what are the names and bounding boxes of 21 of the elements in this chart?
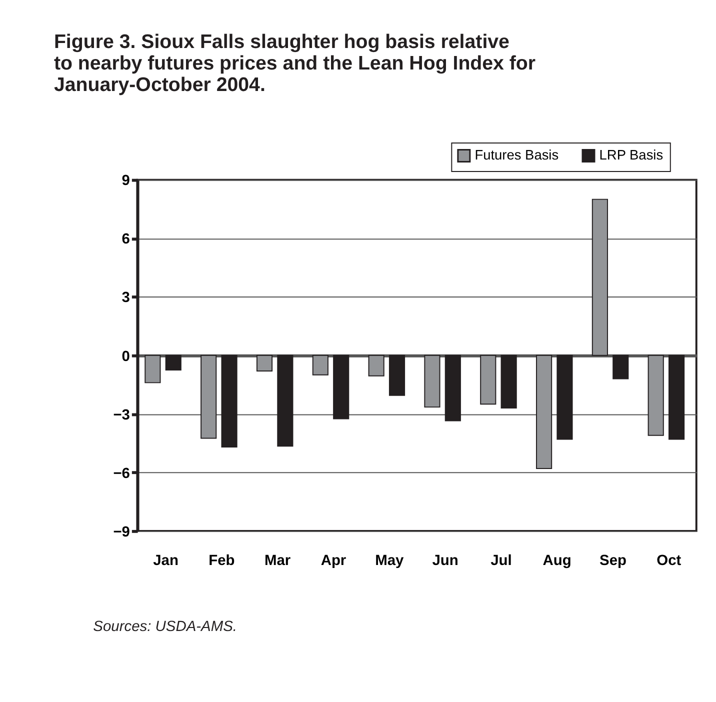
x-tick-label: Mar [264, 552, 291, 569]
legend-label: LRP Basis [599, 148, 664, 163]
y-tick-label: 3 [122, 290, 130, 306]
source-note: Sources: USDA-AMS. [93, 618, 237, 635]
x-tick-label: Oct [656, 552, 682, 569]
x-tick-label: Apr [320, 552, 346, 569]
x-tick-label: Jul [490, 552, 512, 569]
y-tick-label: 0 [122, 348, 130, 365]
x-tick-label: Jun [432, 552, 458, 569]
x-tick-label: Jan [153, 552, 178, 569]
x-tick-label: Aug [542, 552, 572, 569]
x-tick-label: Sep [600, 552, 627, 569]
legend-label: Futures Basis [474, 148, 559, 163]
y-tick-label: 9 [122, 173, 130, 190]
y-tick-label: −6 [113, 466, 130, 482]
chart-title: Figure 3. Sioux Falls slaughter hog basis relative to nearby futures prices and the Lean Hog Index for January-October 2004. [54, 30, 536, 96]
y-tick-label: −3 [113, 407, 130, 424]
y-tick-label: 6 [122, 232, 130, 248]
x-tick-label: Feb [208, 552, 235, 569]
y-tick-label: −9 [113, 524, 130, 540]
x-tick-label: May [375, 552, 405, 569]
